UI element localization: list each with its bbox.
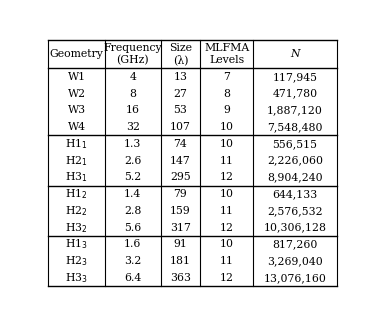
Text: 5.2: 5.2 [124,172,141,182]
Text: 3.2: 3.2 [124,256,141,266]
Text: 8,904,240: 8,904,240 [267,172,323,182]
Text: 53: 53 [173,105,187,115]
Text: 12: 12 [220,223,233,233]
Text: N: N [290,49,300,59]
Text: 27: 27 [173,89,187,99]
Text: 16: 16 [126,105,140,115]
Text: 107: 107 [170,122,191,132]
Text: 159: 159 [170,206,191,216]
Text: 147: 147 [170,156,191,166]
Text: 2.6: 2.6 [124,156,141,166]
Text: 10: 10 [220,189,233,199]
Text: 295: 295 [170,172,191,182]
Text: 817,260: 817,260 [273,239,318,249]
Text: 10: 10 [220,122,233,132]
Text: 11: 11 [220,256,233,266]
Text: 12: 12 [220,172,233,182]
Text: 117,945: 117,945 [273,72,318,82]
Text: 1,887,120: 1,887,120 [267,105,323,115]
Text: W2: W2 [68,89,86,99]
Text: Frequency
(GHz): Frequency (GHz) [103,43,162,65]
Text: W3: W3 [68,105,86,115]
Text: 471,780: 471,780 [273,89,318,99]
Text: 644,133: 644,133 [273,189,318,199]
Text: 10,306,128: 10,306,128 [264,223,327,233]
Text: 10: 10 [220,139,233,149]
Text: 8: 8 [129,89,136,99]
Text: H2$_3$: H2$_3$ [65,254,88,268]
Text: 11: 11 [220,156,233,166]
Text: 7: 7 [223,72,230,82]
Text: H2$_2$: H2$_2$ [65,204,88,218]
Text: 363: 363 [170,273,191,283]
Text: H3$_2$: H3$_2$ [65,221,88,234]
Text: H1$_3$: H1$_3$ [65,237,88,251]
Text: Size
(λ): Size (λ) [169,43,192,66]
Text: 4: 4 [129,72,136,82]
Text: H3$_1$: H3$_1$ [65,171,88,184]
Text: 74: 74 [174,139,187,149]
Text: 1.6: 1.6 [124,239,141,249]
Text: 13: 13 [173,72,188,82]
Text: 91: 91 [173,239,187,249]
Text: H1$_1$: H1$_1$ [65,137,88,151]
Text: H3$_3$: H3$_3$ [65,271,88,285]
Text: 11: 11 [220,206,233,216]
Text: 2.8: 2.8 [124,206,141,216]
Text: 2,576,532: 2,576,532 [267,206,323,216]
Text: W4: W4 [68,122,86,132]
Text: 317: 317 [170,223,191,233]
Text: 181: 181 [170,256,191,266]
Text: 1.3: 1.3 [124,139,141,149]
Text: 7,548,480: 7,548,480 [267,122,323,132]
Text: 556,515: 556,515 [273,139,318,149]
Text: 9: 9 [223,105,230,115]
Text: 10: 10 [220,239,233,249]
Text: MLFMA
Levels: MLFMA Levels [204,43,249,65]
Text: Geometry: Geometry [50,49,103,59]
Text: W1: W1 [68,72,86,82]
Text: 6.4: 6.4 [124,273,141,283]
Text: H2$_1$: H2$_1$ [65,154,88,168]
Text: 2,226,060: 2,226,060 [267,156,323,166]
Text: 8: 8 [223,89,230,99]
Text: 32: 32 [126,122,140,132]
Text: 12: 12 [220,273,233,283]
Text: 79: 79 [174,189,187,199]
Text: 1.4: 1.4 [124,189,141,199]
Text: 13,076,160: 13,076,160 [264,273,326,283]
Text: H1$_2$: H1$_2$ [65,187,88,201]
Text: 3,269,040: 3,269,040 [267,256,323,266]
Text: 5.6: 5.6 [124,223,141,233]
